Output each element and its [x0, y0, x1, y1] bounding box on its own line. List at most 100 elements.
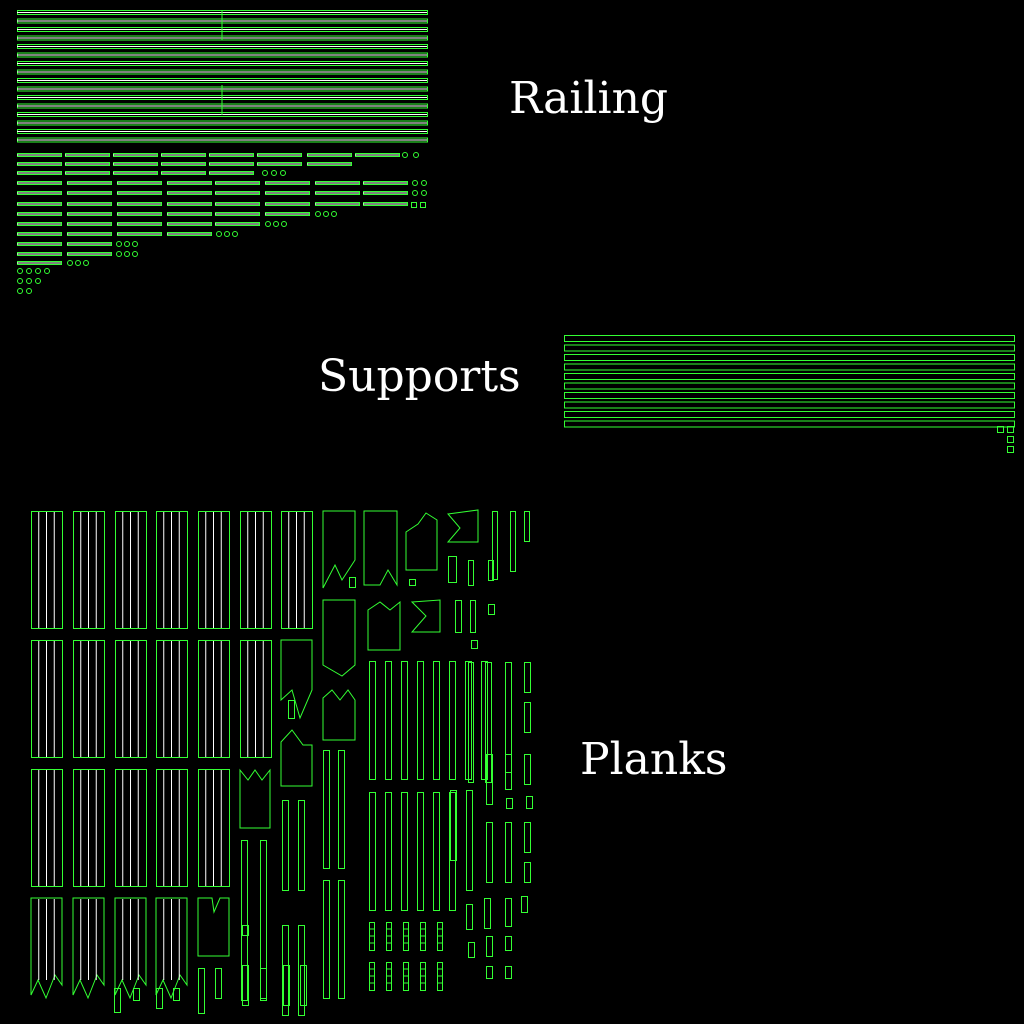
rail-post-cap: [132, 241, 138, 247]
plank-small-piece: [300, 965, 307, 1006]
rail-post-cap: [421, 190, 427, 196]
plank-small-piece: [283, 965, 290, 1006]
supports-label: Supports: [318, 351, 521, 402]
rail-post-cap: [83, 260, 89, 266]
rail-post-cap: [413, 152, 419, 158]
rail-post-cap: [224, 231, 230, 237]
plank-strip: [417, 792, 424, 911]
plank-small-piece: [505, 822, 512, 883]
plank-strip: [433, 661, 440, 780]
rail-post-cap: [17, 288, 23, 294]
plank-small-piece: [524, 511, 530, 542]
support-beam: [564, 392, 1015, 399]
plank-panel: [115, 640, 147, 758]
plank-small-piece: [524, 662, 531, 693]
rail-post-cap: [44, 268, 50, 274]
plank-strip: [369, 661, 376, 780]
support-beam: [564, 401, 1015, 409]
plank-pointed-panel: [280, 729, 313, 787]
plank-small-piece: [521, 896, 528, 913]
rail-post-cap: [132, 251, 138, 257]
rail-post-cap: [315, 211, 321, 217]
rail-post-cap: [280, 170, 286, 176]
plank-small-piece: [173, 988, 180, 1001]
plank-strip: [481, 661, 488, 780]
plank-small-piece: [470, 600, 476, 633]
plank-small-piece: [466, 904, 473, 930]
plank-pointed-panel: [322, 599, 356, 677]
plank-small-piece: [486, 936, 493, 957]
rail-post-cap: [116, 251, 122, 257]
plank-panel: [198, 769, 230, 887]
support-beam: [564, 373, 1015, 380]
plank-strip: [323, 880, 330, 999]
plank-small-piece: [468, 662, 474, 783]
plank-small-piece: [492, 511, 498, 580]
rail-post-cap: [281, 221, 287, 227]
plank-panel: [198, 640, 230, 758]
plank-strip: [385, 661, 392, 780]
plank-small-piece: [486, 966, 493, 979]
support-beam: [564, 411, 1015, 418]
support-block: [997, 426, 1004, 433]
planks-label: Planks: [580, 734, 728, 785]
plank-panel: [198, 511, 230, 629]
plank-panel: [115, 769, 147, 887]
plank-small-piece: [260, 968, 267, 999]
support-beam: [564, 363, 1015, 371]
rail-post-cap: [26, 288, 32, 294]
rail-post-cap: [17, 278, 23, 284]
plank-small-piece: [510, 511, 516, 572]
rail-post-cap: [124, 251, 130, 257]
support-block: [1007, 446, 1014, 453]
plank-panel: [156, 511, 188, 629]
plank-small-piece: [488, 604, 495, 615]
plank-small-piece: [505, 754, 512, 790]
plank-panel: [240, 511, 272, 629]
plank-panel: [31, 640, 63, 758]
railing-islands: [17, 10, 428, 294]
rail-post-cap: [67, 260, 73, 266]
rail-post-cap: [265, 221, 271, 227]
rail-post-cap: [35, 268, 41, 274]
rail-post-square: [411, 202, 417, 208]
plank-small-piece: [450, 790, 457, 861]
support-beam: [564, 344, 1015, 352]
planks-islands: [30, 509, 533, 1016]
plank-strip: [338, 750, 345, 869]
plank-panel: [240, 640, 272, 758]
rail-post-cap: [116, 241, 122, 247]
plank-small-piece: [242, 965, 249, 1006]
plank-strip: [298, 800, 305, 891]
rail-post-cap: [412, 180, 418, 186]
plank-strip: [401, 661, 408, 780]
plank-small-piece: [349, 577, 356, 588]
plank-wedge: [410, 599, 441, 633]
plank-small-piece: [488, 560, 494, 581]
plank-small-piece: [455, 600, 462, 633]
plank-small-piece: [484, 898, 491, 929]
rail-post-cap: [232, 231, 238, 237]
plank-wedge: [446, 509, 479, 543]
plank-panel: [73, 769, 105, 887]
plank-small-piece: [486, 754, 493, 805]
plank-small-piece: [215, 968, 222, 999]
plank-pointed-panel: [72, 897, 105, 1000]
plank-small-piece: [505, 662, 512, 773]
plank-strip: [282, 925, 289, 1016]
plank-small-piece: [198, 968, 205, 1014]
plank-small-piece: [409, 579, 416, 586]
plank-strip: [385, 792, 392, 911]
support-block: [1007, 426, 1014, 433]
plank-pointed-panel: [363, 510, 398, 587]
rail-post-cap: [216, 231, 222, 237]
plank-small-piece: [524, 754, 531, 785]
plank-small-piece: [505, 898, 512, 927]
plank-strip: [433, 792, 440, 911]
plank-pointed-panel: [114, 897, 147, 1000]
rail-post-cap: [402, 152, 408, 158]
plank-small-piece: [505, 936, 512, 951]
plank-small-piece: [468, 942, 475, 958]
